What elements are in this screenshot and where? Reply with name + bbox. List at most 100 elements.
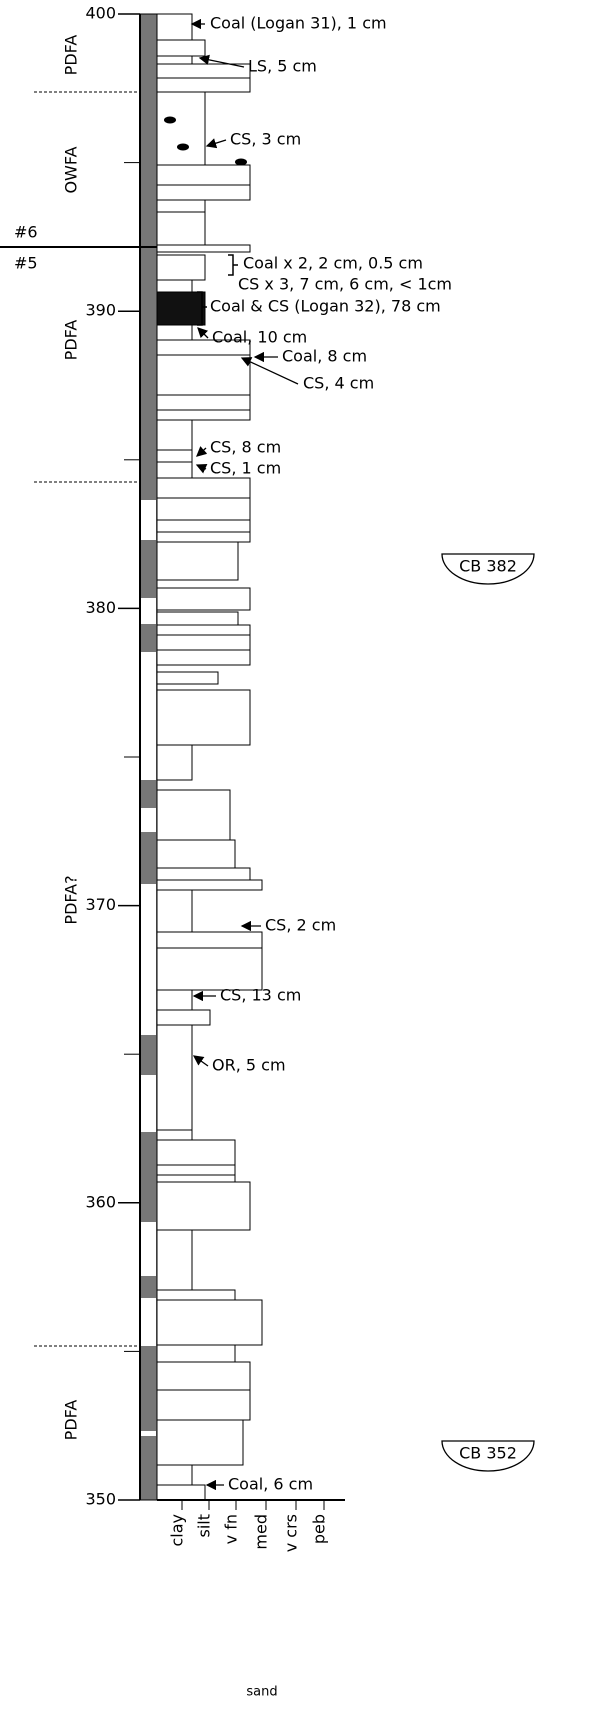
bed — [157, 410, 250, 420]
annotation-arrow — [207, 140, 226, 146]
bed — [157, 40, 205, 56]
bed — [157, 532, 250, 542]
bar-gap — [141, 652, 156, 780]
bed — [157, 1130, 192, 1140]
bed — [157, 355, 250, 395]
bed — [157, 790, 230, 840]
depth-tick-label: 370 — [85, 895, 116, 914]
bed — [157, 1300, 262, 1345]
bed — [157, 478, 250, 498]
depth-tick-label: 390 — [85, 301, 116, 320]
bed — [157, 1230, 192, 1290]
annotation: OR, 5 cm — [212, 1056, 286, 1075]
bed — [157, 1025, 192, 1130]
bed — [157, 1485, 205, 1500]
annotation-arrow — [197, 465, 206, 469]
bed — [157, 1182, 250, 1230]
bed — [157, 292, 205, 325]
sample-label: CB 352 — [459, 1444, 517, 1463]
annotation: Coal, 8 cm — [282, 347, 367, 366]
bed — [157, 1175, 235, 1182]
bed — [157, 880, 262, 890]
annotation: CS, 3 cm — [230, 130, 301, 149]
bed — [157, 635, 250, 650]
bed — [157, 542, 238, 580]
bar-gap — [141, 598, 156, 624]
annotation: LS, 5 cm — [248, 57, 317, 76]
annotation: CS, 1 cm — [210, 459, 281, 478]
bed — [157, 420, 192, 450]
nodule — [235, 159, 247, 166]
grain-label: clay — [168, 1514, 187, 1547]
bed — [157, 672, 218, 684]
bed — [157, 990, 192, 1010]
bar-gap — [141, 1298, 156, 1346]
annotation: CS x 3, 7 cm, 6 cm, < 1cm — [238, 275, 452, 294]
bed — [157, 498, 250, 520]
annotation: Coal x 2, 2 cm, 0.5 cm — [243, 254, 423, 273]
bed — [157, 1140, 235, 1165]
bar-gap — [141, 1075, 156, 1132]
bed — [157, 625, 250, 635]
bed — [157, 185, 250, 200]
depth-tick-label: 400 — [85, 4, 116, 23]
bed — [157, 200, 205, 212]
bed — [157, 1165, 235, 1175]
bed — [157, 1345, 235, 1362]
depth-tick-label: 380 — [85, 598, 116, 617]
bed — [157, 840, 235, 868]
bed — [157, 1362, 250, 1390]
bar-gap — [141, 808, 156, 832]
facies-label: PDFA — [62, 320, 81, 361]
grain-label: v crs — [282, 1514, 301, 1552]
bed — [157, 588, 250, 610]
bed — [157, 325, 192, 340]
bar-gap — [141, 1222, 156, 1276]
bed — [157, 78, 250, 92]
bed — [157, 868, 250, 880]
bed — [157, 92, 205, 165]
bar-gap — [141, 500, 156, 540]
bed — [157, 1390, 250, 1420]
depth-tick-label: 350 — [85, 1490, 116, 1509]
bed — [157, 255, 205, 280]
bed — [157, 64, 250, 78]
grain-label: silt — [195, 1514, 214, 1538]
depth-tick-label: 360 — [85, 1192, 116, 1211]
annotation: Coal, 6 cm — [228, 1475, 313, 1494]
bed — [157, 1465, 192, 1485]
grain-label: peb — [310, 1514, 329, 1544]
bed — [157, 650, 250, 665]
bed — [157, 1290, 235, 1300]
annotation: CS, 8 cm — [210, 438, 281, 457]
bar-gap — [141, 1431, 156, 1436]
bed — [157, 395, 250, 410]
bed — [157, 450, 192, 462]
bed — [157, 932, 262, 948]
annotation-arrow — [198, 328, 208, 338]
bed — [157, 14, 192, 40]
bed — [157, 745, 192, 780]
facies-label: PDFA — [62, 1400, 81, 1441]
bed — [157, 1010, 210, 1025]
facies-label: PDFA? — [62, 875, 81, 924]
bar-gap — [141, 884, 156, 1035]
grain-sand-label: sand — [246, 1685, 277, 1700]
nodule — [164, 117, 176, 124]
facies-label: OWFA — [62, 146, 81, 193]
annotation: CS, 4 cm — [303, 374, 374, 393]
bed — [157, 1420, 243, 1465]
sequence-label: #6 — [14, 223, 38, 242]
bed — [157, 690, 250, 745]
stratigraphic-column: 400 390 380 370 360 350 PDFA OWFA PDFA PDFA? PDFA #… — [0, 0, 589, 1705]
annotation-arrow — [194, 1056, 208, 1066]
bed — [157, 165, 250, 185]
annotation: Coal & CS (Logan 32), 78 cm — [210, 297, 441, 316]
facies-label: PDFA — [62, 35, 81, 76]
bed — [157, 212, 205, 245]
bed — [157, 245, 250, 252]
sequence-label: #5 — [14, 254, 38, 273]
bed — [157, 462, 192, 478]
annotation-arrow — [197, 448, 206, 456]
bracket — [228, 255, 238, 275]
